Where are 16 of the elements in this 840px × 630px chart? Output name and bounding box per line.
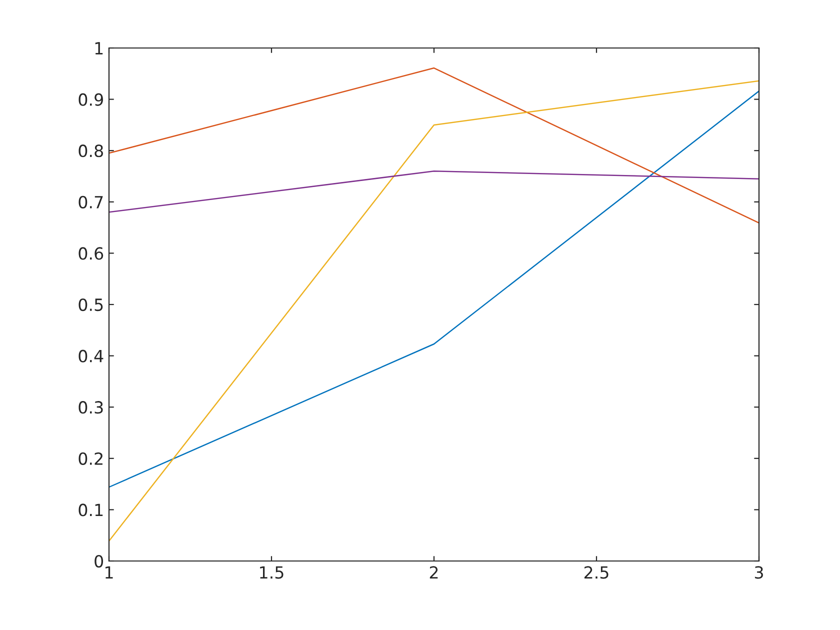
y-tick-label: 0.2: [78, 452, 102, 465]
y-tick-label: 0.8: [78, 144, 103, 158]
x-tick-label: 2.5: [584, 566, 608, 579]
x-tick-label: 1.5: [260, 566, 284, 579]
y-tick-label: 1: [95, 42, 103, 54]
x-tick-label: 1: [106, 566, 113, 579]
y-tick-label: 0.5: [78, 298, 103, 312]
y-tick-label: 0.6: [78, 247, 104, 260]
y-tick-label: 0.7: [78, 196, 103, 208]
y-tick-label: 0.1: [78, 504, 103, 516]
x-tick-label: 3: [754, 566, 763, 579]
x-tick-label: 2: [430, 566, 438, 579]
y-tick-label: 0: [94, 554, 104, 568]
y-tick-label: 0.4: [78, 350, 104, 362]
y-tick-label: 0.9: [78, 93, 103, 106]
y-tick-label: 0.3: [78, 401, 103, 414]
